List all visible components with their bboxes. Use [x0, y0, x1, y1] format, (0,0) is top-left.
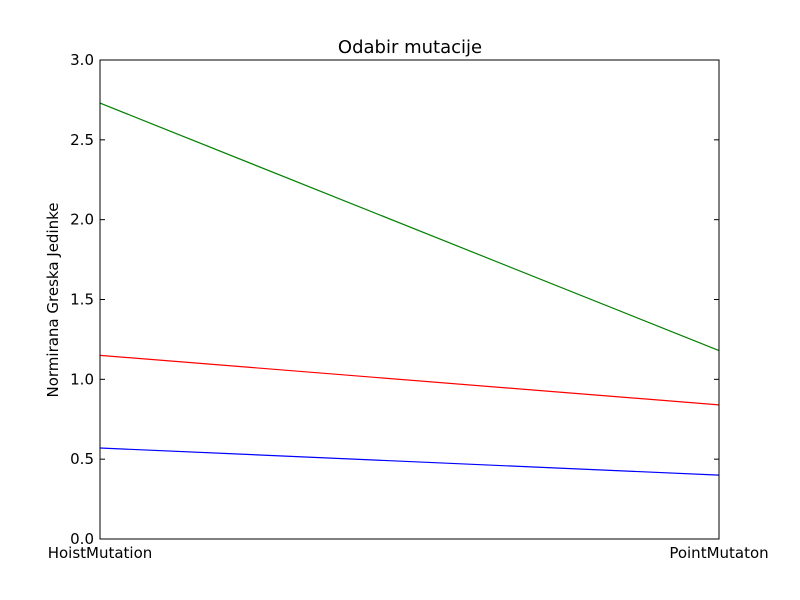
y-tick-label: 1.0 [70, 370, 94, 388]
series-layer [99, 102, 720, 476]
y-tick-label: 0.5 [70, 450, 94, 468]
y-tick-label: 1.5 [70, 291, 94, 309]
y-axis-label: Normirana Greska Jedinke [44, 202, 62, 397]
plot-area [100, 60, 719, 539]
y-tick-label: 3.0 [70, 51, 94, 69]
x-tick-label: HoistMutation [48, 544, 153, 562]
series-line-1 [99, 102, 720, 352]
chart-title: Odabir mutacije [338, 37, 482, 58]
series-line-2 [99, 354, 720, 406]
x-tick-label: PointMutaton [669, 544, 768, 562]
series-line-3 [99, 447, 720, 476]
y-tick-label: 2.0 [70, 211, 94, 229]
plot-frame [99, 59, 720, 540]
tick-layer: 0.0 0.5 1.0 1.5 2.0 2.5 3.0 HoistMutation PointM… [48, 51, 769, 562]
y-tick-label: 2.5 [70, 131, 94, 149]
y-tick-label: 0.0 [70, 530, 94, 548]
